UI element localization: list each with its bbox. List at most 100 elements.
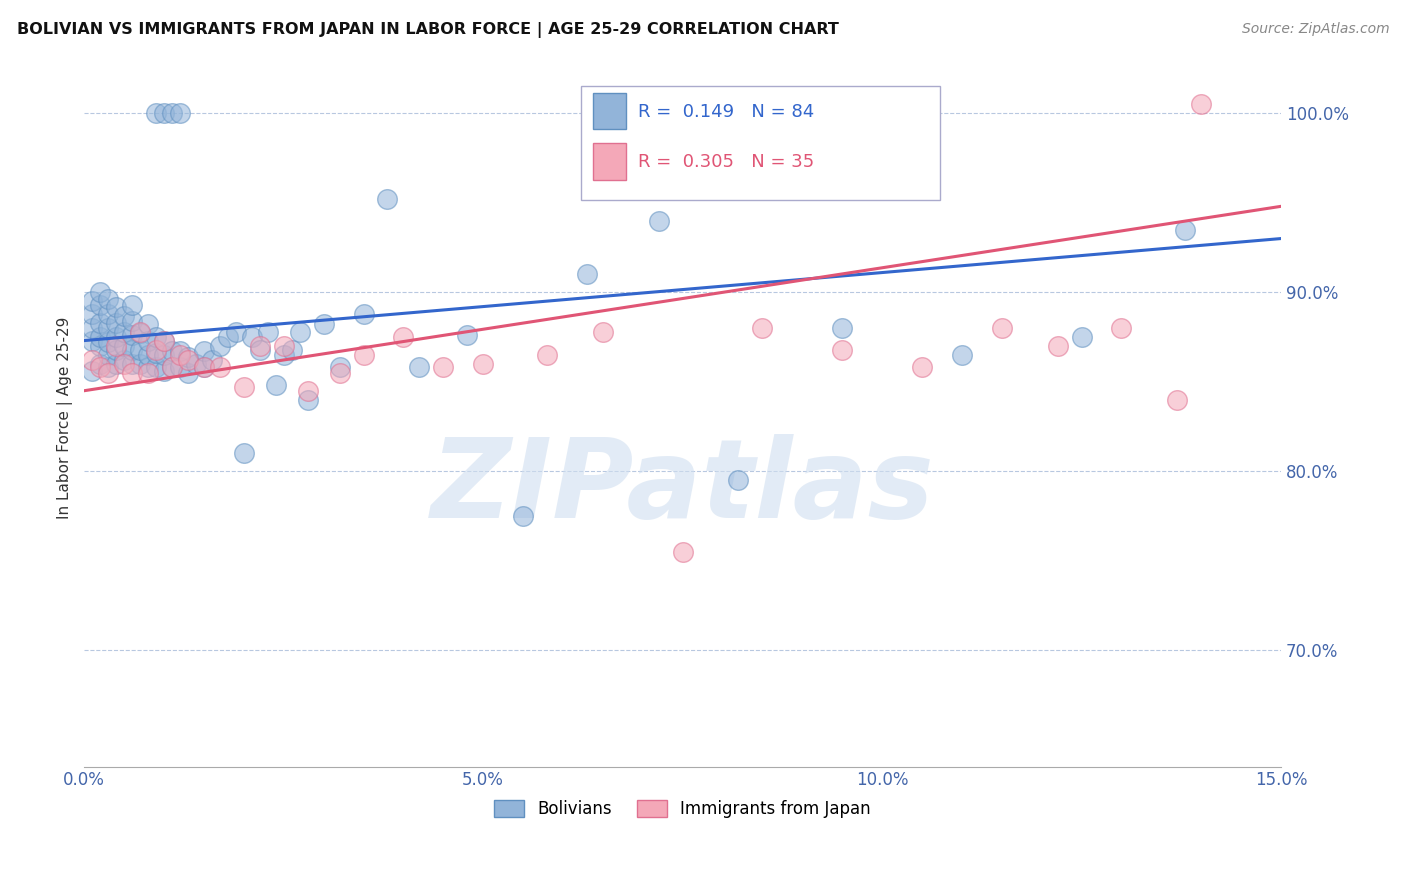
Point (575, 268, 598, 282)
Point (193, 360, 215, 375)
Point (169, 106, 191, 120)
Point (249, 339, 271, 353)
Point (105, 300, 128, 314)
Point (225, 325, 247, 339)
Point (89, 339, 111, 353)
Point (727, 473, 749, 487)
Point (592, 325, 614, 339)
Point (145, 330, 167, 344)
Point (129, 343, 152, 357)
Point (911, 360, 934, 375)
Point (129, 326, 152, 341)
Point (89, 285, 111, 300)
Point (831, 343, 853, 357)
Point (82, 353, 104, 368)
Point (232, 446, 254, 460)
Point (472, 357, 495, 371)
Point (160, 360, 183, 375)
Point (153, 348, 176, 362)
Point (136, 318, 159, 332)
Point (232, 380, 254, 394)
Point (208, 360, 231, 375)
Point (1046, 339, 1069, 353)
Point (432, 360, 454, 375)
Point (97, 348, 120, 362)
Point (217, 330, 239, 344)
Point (112, 325, 135, 339)
Point (136, 348, 159, 362)
Point (97, 293, 120, 307)
Point (990, 321, 1012, 335)
Point (240, 330, 263, 344)
Point (280, 343, 302, 357)
Point (193, 360, 215, 375)
Point (288, 325, 311, 339)
Point (377, 192, 399, 206)
FancyBboxPatch shape (593, 144, 627, 179)
Point (121, 298, 143, 312)
Point (153, 364, 176, 378)
Point (112, 339, 135, 353)
Point (82, 321, 104, 335)
Point (145, 360, 167, 375)
Point (392, 330, 415, 344)
FancyBboxPatch shape (593, 93, 627, 129)
Point (249, 343, 271, 357)
Point (672, 545, 695, 559)
Point (297, 384, 319, 398)
Point (89, 316, 111, 330)
Point (201, 353, 224, 368)
Point (97, 360, 120, 375)
Point (153, 106, 176, 120)
Point (169, 360, 191, 375)
Text: Source: ZipAtlas.com: Source: ZipAtlas.com (1241, 22, 1389, 37)
Point (177, 350, 200, 364)
Point (136, 360, 159, 375)
Point (136, 334, 159, 348)
Point (273, 348, 295, 362)
Point (97, 321, 120, 335)
Point (82, 364, 104, 378)
Point (97, 335, 120, 350)
Point (273, 339, 295, 353)
Point (105, 343, 128, 357)
Point (89, 360, 111, 375)
Point (647, 213, 669, 227)
Text: ZIPatlas: ZIPatlas (430, 434, 935, 541)
Point (169, 348, 191, 362)
Point (82, 307, 104, 321)
Point (264, 378, 287, 392)
Point (136, 366, 159, 380)
Point (536, 348, 558, 362)
Point (329, 366, 352, 380)
Point (112, 309, 135, 323)
Point (105, 316, 128, 330)
Point (408, 360, 430, 375)
Point (1166, 392, 1188, 407)
Point (751, 321, 773, 335)
Point (160, 106, 183, 120)
Text: R =  0.149   N = 84: R = 0.149 N = 84 (638, 103, 814, 120)
Point (177, 353, 200, 368)
Point (1189, 97, 1212, 112)
Text: BOLIVIAN VS IMMIGRANTS FROM JAPAN IN LABOR FORCE | AGE 25-29 CORRELATION CHART: BOLIVIAN VS IMMIGRANTS FROM JAPAN IN LAB… (17, 22, 839, 38)
Point (97, 366, 120, 380)
Point (112, 353, 135, 368)
Point (145, 343, 167, 357)
Point (1070, 330, 1092, 344)
Point (121, 314, 143, 328)
Point (121, 328, 143, 343)
Point (97, 307, 120, 321)
Point (831, 321, 853, 335)
Legend: Bolivians, Immigrants from Japan: Bolivians, Immigrants from Japan (488, 793, 877, 824)
Point (297, 392, 319, 407)
Point (89, 357, 111, 371)
Point (512, 508, 534, 523)
Y-axis label: In Labor Force | Age 25-29: In Labor Force | Age 25-29 (58, 317, 73, 519)
Point (105, 357, 128, 371)
Point (193, 344, 215, 359)
Point (121, 343, 143, 357)
Point (105, 339, 128, 353)
FancyBboxPatch shape (581, 86, 939, 201)
Point (177, 366, 200, 380)
